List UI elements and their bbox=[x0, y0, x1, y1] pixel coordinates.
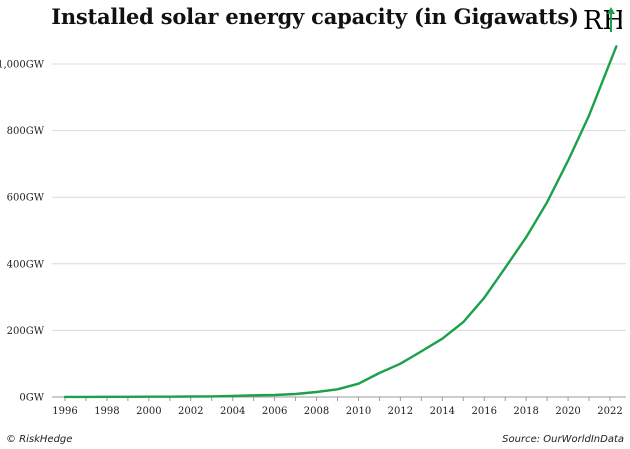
x-tick-label: 2016 bbox=[472, 406, 497, 417]
source-note: Source: OurWorldInData bbox=[502, 434, 624, 445]
series-line bbox=[63, 45, 618, 399]
x-tick-label: 2020 bbox=[555, 406, 580, 417]
y-tick-label: 800GW bbox=[7, 126, 45, 137]
y-tick-label: 400GW bbox=[7, 259, 45, 270]
y-tick-label: 0GW bbox=[19, 393, 44, 404]
series-layer bbox=[63, 45, 618, 399]
x-tick-label: 2004 bbox=[220, 406, 245, 417]
copyright-credit: © RiskHedge bbox=[6, 434, 73, 445]
x-tick-label: 2002 bbox=[178, 406, 203, 417]
riskhedge-logo: RH bbox=[582, 2, 625, 36]
axis-layer: 0GW 200GW 400GW 600GW 800GW 1,000GW 1996 1998 20… bbox=[0, 60, 626, 417]
riskhedge-logo-mark: RH bbox=[583, 6, 625, 36]
x-tick-label: 2008 bbox=[304, 406, 329, 417]
x-tick-label: 1998 bbox=[94, 406, 119, 417]
x-tick-label: 2012 bbox=[388, 406, 413, 417]
x-tick-label: 2010 bbox=[346, 406, 371, 417]
y-tick-label: 1,000GW bbox=[0, 60, 45, 71]
y-tick-label: 600GW bbox=[7, 193, 45, 204]
logo-lettering: RH bbox=[583, 6, 622, 36]
logo-arrow-head bbox=[607, 7, 615, 14]
chart-title: Installed solar energy capacity (in Giga… bbox=[51, 4, 579, 29]
x-tick-label: 2022 bbox=[597, 406, 622, 417]
x-tick-label: 2000 bbox=[136, 406, 161, 417]
x-tick-label: 1996 bbox=[52, 406, 77, 417]
x-tick-label: 2018 bbox=[513, 406, 538, 417]
x-tick-label: 2006 bbox=[262, 406, 287, 417]
grid-layer bbox=[52, 63, 626, 331]
x-tick-label: 2014 bbox=[430, 406, 455, 417]
y-tick-label: 200GW bbox=[7, 326, 45, 337]
